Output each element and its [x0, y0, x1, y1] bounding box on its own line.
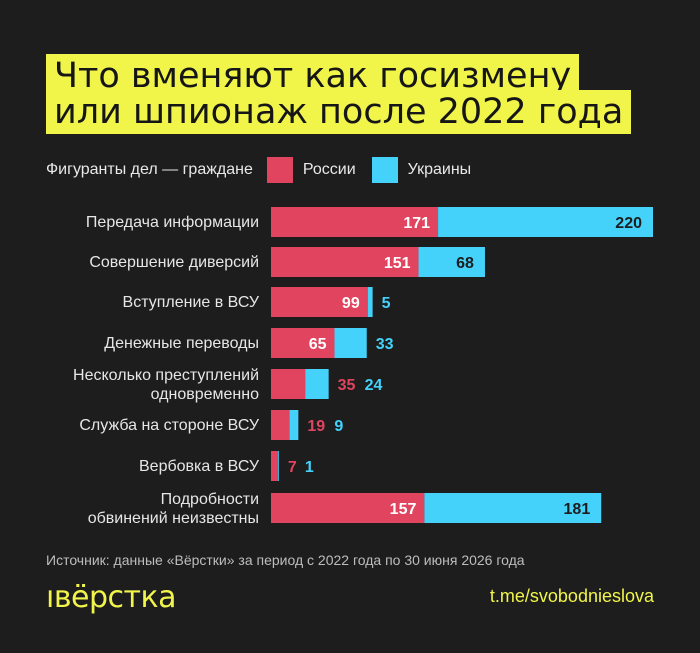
bar-russia — [271, 207, 439, 237]
value-label-ukraine: 5 — [382, 295, 391, 312]
verstka-logo: ıвёрстка — [46, 580, 177, 615]
bar-ukraine — [334, 328, 367, 358]
category-label: Совершение диверсий — [89, 254, 259, 271]
value-label-ukraine: 1 — [305, 459, 314, 476]
legend-swatch-russia — [266, 157, 293, 183]
bar-russia — [271, 493, 425, 523]
bar-russia — [271, 451, 278, 481]
category-label: Служба на стороне ВСУ — [79, 417, 259, 434]
category-label: Вербовка в ВСУ — [139, 458, 260, 475]
bar-russia — [271, 328, 335, 358]
bar-russia — [271, 287, 368, 317]
bar-russia — [271, 410, 290, 440]
category-label: Несколько преступлений одновременно — [73, 367, 259, 403]
bar-ukraine — [424, 493, 602, 523]
value-label-ukraine: 9 — [334, 418, 343, 435]
legend-label-russia: России — [302, 161, 356, 178]
bar-russia — [271, 247, 419, 277]
value-label-ukraine: 181 — [564, 501, 591, 518]
bar-ukraine — [367, 287, 373, 317]
value-label-russia: 7 — [288, 459, 297, 476]
value-label-russia: 171 — [403, 215, 430, 232]
legend-swatch-ukraine — [371, 157, 398, 183]
value-label-ukraine: 24 — [365, 377, 383, 394]
value-label-ukraine: 68 — [456, 255, 474, 272]
bar-russia — [271, 369, 306, 399]
bar-ukraine — [305, 369, 329, 399]
value-label-ukraine: 33 — [376, 336, 394, 353]
bar-ukraine — [277, 451, 279, 481]
category-label: Денежные переводы — [104, 335, 259, 352]
bar-ukraine — [289, 410, 299, 440]
legend: Фигуранты дел — граждане России Украины — [46, 157, 471, 183]
value-label-russia: 157 — [390, 501, 417, 518]
title-line-2: или шпионаж после 2022 года — [46, 90, 632, 134]
value-label-ukraine: 220 — [615, 215, 642, 232]
category-label: Передача информации — [86, 214, 259, 231]
source-note: Источник: данные «Вёрстки» за период с 2… — [46, 552, 525, 568]
telegram-link[interactable]: t.me/svobodnieslova — [489, 586, 654, 606]
category-label: Вступление в ВСУ — [123, 294, 260, 311]
bar-ukraine — [438, 207, 653, 237]
value-label-russia: 65 — [309, 336, 327, 353]
value-label-russia: 151 — [384, 255, 411, 272]
legend-prefix: Фигуранты дел — граждане — [46, 161, 253, 178]
legend-label-ukraine: Украины — [407, 161, 472, 178]
value-label-russia: 99 — [342, 295, 360, 312]
bar-chart: Передача информации 171 220 Совершение диве… — [73, 207, 653, 527]
value-label-russia: 19 — [307, 418, 325, 435]
bar-ukraine — [418, 247, 485, 277]
value-label-russia: 35 — [338, 377, 356, 394]
category-label: Подробности обвинений неизвестны — [88, 491, 259, 527]
